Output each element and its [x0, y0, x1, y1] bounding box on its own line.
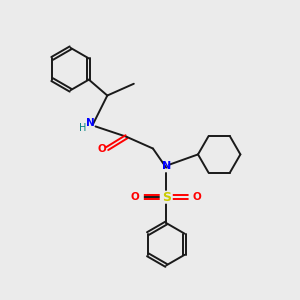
Text: S: S [162, 190, 171, 204]
Text: N: N [86, 118, 94, 128]
FancyBboxPatch shape [130, 190, 144, 204]
Text: O: O [131, 192, 140, 202]
Text: N: N [162, 161, 171, 171]
Text: O: O [97, 143, 106, 154]
Text: O: O [193, 192, 202, 202]
Text: H: H [79, 123, 86, 133]
FancyBboxPatch shape [189, 190, 203, 204]
FancyBboxPatch shape [160, 190, 173, 204]
